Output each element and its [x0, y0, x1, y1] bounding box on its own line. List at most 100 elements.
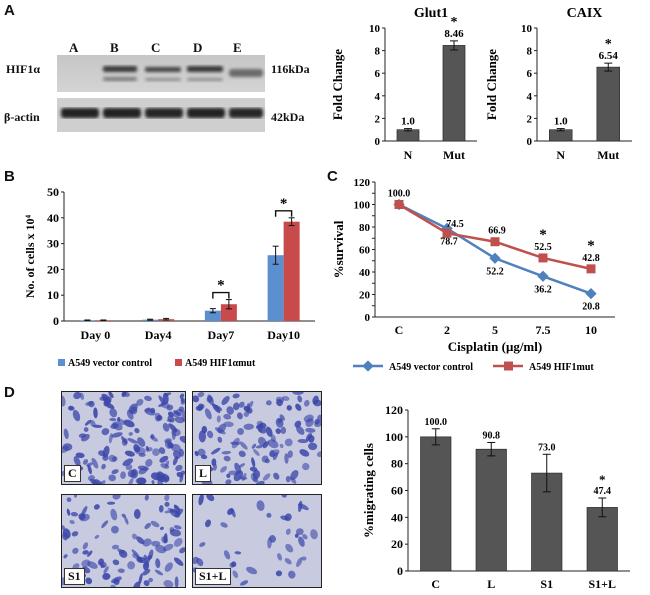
stained-cell	[287, 450, 293, 459]
stained-cell	[175, 464, 183, 472]
cells-y-tick-label: 20	[47, 262, 59, 276]
cells-category-label: Day 0	[81, 328, 111, 342]
stained-cell	[173, 557, 184, 566]
stained-cell	[296, 557, 303, 568]
micrograph-luteolin: L	[192, 391, 322, 485]
stained-cell	[220, 466, 227, 473]
survival-y-tick-label: 80	[359, 222, 371, 234]
stained-cell	[152, 448, 160, 456]
cells-bar-vector	[204, 310, 221, 321]
glut1-significance: *	[451, 15, 458, 30]
stained-cell	[197, 448, 206, 457]
migration-bar	[586, 507, 618, 572]
survival-chart: 0 20 40 60 80 100 120 %survival C 2 5 7.5 10 Cisplati…	[331, 177, 615, 373]
micrograph-s1-l: S1+L	[192, 494, 322, 588]
stained-cell	[305, 433, 313, 441]
stained-cell	[316, 451, 321, 458]
stained-cell	[124, 450, 135, 457]
stained-cell	[112, 495, 121, 500]
stained-cell	[281, 395, 290, 401]
glut1-value-label: 1.0	[401, 116, 415, 128]
stained-cell	[166, 404, 174, 411]
survival-y-tick-label: 40	[359, 267, 371, 279]
stained-cell	[136, 437, 146, 447]
cells-bar-mut	[283, 221, 300, 321]
stained-cell	[163, 533, 168, 544]
caix-category-label: Mut	[597, 148, 619, 162]
migration-chart: 0 20 40 60 80 100 120 %migrating cells 100.0 C 90.…	[361, 403, 630, 591]
cells-y-tick-label: 30	[47, 237, 59, 251]
glut1-category-label: N	[404, 148, 413, 162]
stained-cell	[87, 464, 92, 475]
stained-cell	[143, 580, 150, 587]
stained-cell	[101, 428, 110, 436]
stained-cell	[266, 512, 272, 518]
stained-cell	[255, 444, 264, 449]
migration-y-tick-label: 0	[397, 564, 403, 578]
caix-category-label: N	[556, 148, 565, 162]
stained-cell	[150, 520, 160, 528]
stained-cell	[279, 443, 284, 449]
glut1-chart: 0 2 4 6 8 10 Glut1 Fold Change 1.0 N 8.46* Mut	[330, 6, 477, 162]
stained-cell	[82, 550, 89, 555]
stained-cell	[179, 435, 185, 444]
stained-cell	[265, 426, 273, 437]
stained-cell	[246, 566, 258, 575]
stained-cell	[193, 556, 199, 565]
stained-cell	[117, 548, 125, 554]
stained-cell	[138, 573, 143, 585]
stained-cell	[294, 533, 299, 538]
stained-cell	[63, 428, 69, 440]
stained-cell	[179, 547, 185, 554]
stained-cell	[132, 553, 138, 559]
migration-y-tick-label: 60	[391, 484, 403, 498]
panel-label-a: A	[4, 2, 15, 19]
stained-cell	[162, 543, 174, 552]
stained-cell	[257, 425, 263, 433]
stained-cell	[275, 570, 283, 577]
survival-marker-vector	[489, 252, 501, 264]
stained-cell	[174, 576, 179, 587]
stained-cell	[285, 528, 291, 535]
stained-cell	[198, 495, 204, 506]
stained-cell	[303, 414, 314, 423]
stained-cell	[276, 399, 283, 407]
micrograph-label-luteolin: L	[195, 465, 212, 482]
stained-cell	[128, 477, 134, 484]
stained-cell	[280, 426, 287, 435]
stained-cell	[302, 533, 308, 540]
stained-cell	[73, 392, 82, 400]
stained-cell	[251, 443, 257, 449]
caix-y-tick-label: 2	[527, 113, 533, 125]
stained-cell	[83, 427, 89, 432]
blot-lane-d: D	[193, 40, 203, 55]
stained-cell	[284, 453, 289, 464]
stained-cell	[205, 519, 212, 528]
stained-cell	[72, 409, 81, 422]
stained-cell	[144, 555, 153, 562]
migration-y-tick-label: 40	[391, 510, 403, 524]
stained-cell	[232, 402, 240, 411]
stained-cell	[214, 427, 226, 435]
micrograph-label-s1: S1	[64, 568, 85, 585]
cells-y-tick-label: 10	[47, 288, 59, 302]
cells-significance-bracket	[274, 210, 293, 217]
stained-cell	[265, 400, 272, 406]
stained-cell	[314, 418, 320, 425]
stained-cell	[164, 460, 170, 468]
panel-label-c: C	[327, 168, 338, 185]
stained-cell	[159, 526, 164, 531]
stained-cell	[121, 438, 128, 446]
stained-cell	[281, 495, 287, 498]
stained-cell	[238, 476, 248, 480]
stained-cell	[144, 522, 151, 530]
stained-cell	[108, 433, 113, 444]
stained-cell	[87, 550, 93, 557]
survival-legend-marker	[362, 360, 374, 372]
stained-cell	[136, 556, 146, 564]
glut1-bar	[442, 45, 466, 142]
cells-legend-swatch	[175, 359, 182, 366]
blot-row-hif1a-name: HIF1α	[6, 62, 41, 76]
stained-cell	[93, 407, 98, 419]
caix-value-label: 6.54	[599, 50, 619, 62]
